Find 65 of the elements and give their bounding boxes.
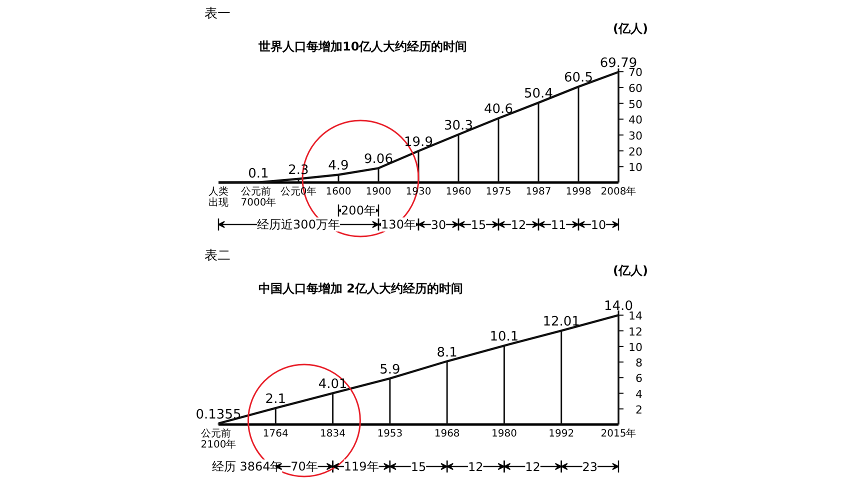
x-tick-label: 1953 <box>377 428 403 440</box>
x-tick-label: 1975 <box>486 186 512 198</box>
text: 200年 <box>341 204 376 218</box>
text: 15 <box>470 218 486 232</box>
x-tick-label: 1992 <box>548 428 574 440</box>
data-label: 60.5 <box>564 70 593 86</box>
data-label: 30.3 <box>444 118 473 134</box>
data-label: 2.1 <box>265 392 286 408</box>
data-label: 9.06 <box>364 152 393 168</box>
y-tick-label: 40 <box>628 114 643 127</box>
text: 表二 <box>204 248 230 264</box>
y-tick-label: 10 <box>628 340 643 354</box>
text: 12 <box>510 218 526 232</box>
y-axis-title: (亿人) <box>613 22 648 36</box>
text: 11 <box>550 218 566 232</box>
data-label: 10.1 <box>490 330 519 345</box>
data-label: 8.1 <box>436 345 458 360</box>
y-tick-label: 20 <box>628 145 643 158</box>
y-tick-label: 2 <box>636 403 642 416</box>
data-label: 5.9 <box>380 362 400 378</box>
x-tick-label: 1960 <box>446 186 472 198</box>
data-label: 0.1355 <box>196 407 242 422</box>
text: 经历近300万年 <box>257 218 340 232</box>
y-axis-title: (亿人) <box>613 264 648 278</box>
x-tick-label: 1998 <box>566 186 592 198</box>
y-tick-label: 30 <box>628 130 643 142</box>
y-tick-label: 60 <box>628 82 643 95</box>
y-tick-label: 10 <box>628 161 643 174</box>
data-label: 0.1 <box>248 166 269 182</box>
chart-title: 世界人口每增加10亿人大约经历的时间 <box>258 40 468 54</box>
x-tick-label: 公元前7000年 <box>240 186 276 208</box>
x-tick-label: 1980 <box>491 428 517 440</box>
x-tick-label: 1600 <box>326 186 352 198</box>
y-tick-label: 4 <box>636 388 642 401</box>
data-label: 4.01 <box>318 377 348 392</box>
text: 119年 <box>344 460 379 474</box>
data-label: 4.9 <box>328 158 349 174</box>
data-label: 19.9 <box>404 134 433 150</box>
chart-title: 中国人口每增加 2亿人大约经历的时间 <box>258 282 464 296</box>
data-label: 50.4 <box>524 86 553 102</box>
data-label: 12.01 <box>542 314 580 330</box>
y-tick-label: 14 <box>628 310 643 323</box>
x-tick-label: 2015年 <box>600 428 636 440</box>
x-tick-label: 1900 <box>366 186 392 198</box>
y-tick-label: 50 <box>628 98 643 111</box>
text: 表一 <box>204 6 230 22</box>
text: 23 <box>582 460 598 474</box>
data-label: 40.6 <box>484 102 513 118</box>
y-tick-label: 6 <box>636 372 642 386</box>
text: 130年 <box>381 218 416 232</box>
text: 12 <box>525 460 540 474</box>
text: 15 <box>410 460 426 474</box>
text: 10 <box>590 218 606 232</box>
x-tick-label: 1834 <box>320 428 346 440</box>
x-tick-label: 1987 <box>526 186 552 198</box>
y-tick-label: 12 <box>628 325 643 338</box>
x-tick-label: 人类出现 <box>208 186 228 208</box>
text: 70年 <box>290 460 318 474</box>
x-tick-label: 1968 <box>434 428 460 440</box>
x-tick-label: 1764 <box>262 428 288 440</box>
x-tick-label: 公元前 2100年 <box>200 428 236 450</box>
text: 12 <box>468 460 484 474</box>
y-tick-label: 8 <box>636 356 642 370</box>
x-tick-label: 2008年 <box>600 186 636 198</box>
text: 30 <box>430 218 446 232</box>
